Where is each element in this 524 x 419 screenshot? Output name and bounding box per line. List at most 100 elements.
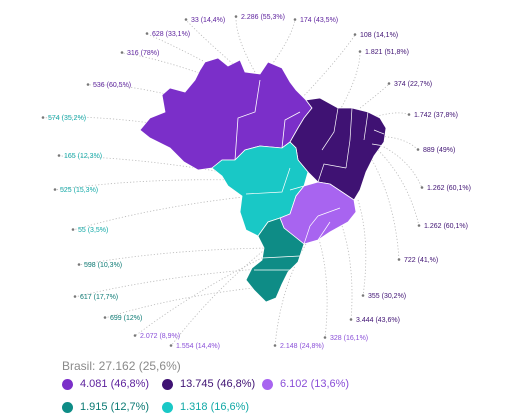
leader-line [185, 19, 241, 71]
leader-line [371, 159, 400, 261]
leader-line [299, 34, 356, 101]
leader-line [377, 143, 423, 189]
region-south [245, 217, 305, 303]
leader-line [357, 199, 367, 297]
leader-dot [133, 334, 137, 337]
leader-dot [41, 116, 45, 119]
state-label: 617 (17,7%) [80, 294, 118, 301]
legend-value: 13.745 (46,8%) [180, 378, 256, 390]
leader-dot [53, 188, 57, 191]
leader-dot [184, 18, 188, 21]
brasil-total: Brasil: 27.162 (25,6%) [62, 359, 181, 373]
state-label: 174 (43,5%) [300, 17, 338, 24]
state-label: 1.554 (14,4%) [176, 343, 220, 350]
legend-value: 1.915 (12,7%) [80, 401, 150, 413]
leader-line [354, 83, 390, 113]
state-label: 699 (12%) [110, 315, 142, 322]
legend-swatch [62, 401, 73, 413]
state-label: 33 (14,4%) [191, 17, 225, 24]
legend-value: 6.102 (13,6%) [280, 378, 350, 390]
leader-line [371, 135, 419, 151]
state-label: 722 (41,%) [404, 257, 438, 264]
leader-dot [120, 51, 124, 54]
leader-dot [349, 318, 353, 321]
leader-dot [145, 32, 149, 35]
legend-swatch [262, 378, 273, 390]
state-label: 598 (10,3%) [84, 262, 122, 269]
leader-dot [387, 82, 391, 85]
leader-dot [57, 154, 61, 157]
region-southeast-divide [303, 207, 341, 245]
brazil-map: 33 (14,4%) 2.286 (55,3%) 174 (43,5%) 628 (3… [41, 14, 471, 350]
state-label: 628 (33,1%) [152, 31, 190, 38]
state-label: 1.262 (60,1%) [427, 185, 471, 192]
leader-line [87, 84, 171, 96]
state-label: 2.072 (8,9%) [140, 333, 180, 340]
leader-dot [407, 113, 411, 116]
leader-dot [361, 294, 365, 297]
leader-dot [86, 83, 90, 86]
leader-line [235, 16, 256, 73]
leader-line [78, 247, 271, 266]
legend-value: 1.318 (16,6%) [180, 401, 250, 413]
legend-item: 13.745 (46,8%) [162, 378, 255, 390]
leader-line [377, 149, 420, 227]
region-north-divide [234, 79, 301, 161]
leader-dot [353, 33, 357, 36]
state-label: 574 (35,2%) [48, 115, 86, 122]
region-north [139, 57, 313, 171]
leader-line [339, 219, 353, 321]
legend-item: 6.102 (13,6%) [262, 378, 349, 390]
leader-line [339, 51, 361, 111]
leader-dot [234, 15, 238, 18]
leader-dot [293, 18, 297, 21]
state-labels: 33 (14,4%) 2.286 (55,3%) 174 (43,5%) 628 (3… [41, 14, 471, 350]
region-south-divide [254, 255, 301, 271]
leader-dot [323, 336, 327, 339]
legend-swatch [162, 401, 173, 413]
legend-value: 4.081 (46,8%) [80, 378, 150, 390]
region-centerwest-divide [245, 167, 305, 195]
leader-line [72, 194, 263, 231]
leader-dot [77, 263, 81, 266]
state-label: 536 (60,5%) [93, 82, 131, 89]
state-label: 3.444 (43,6%) [356, 317, 400, 324]
leader-dot [417, 224, 421, 227]
leader-line [121, 52, 206, 76]
leader-dot [169, 344, 173, 347]
leader-dot [73, 295, 77, 298]
state-label: 374 (22,7%) [394, 81, 432, 88]
leader-line [274, 243, 307, 347]
leader-dot [397, 258, 401, 261]
state-label: 1.262 (60,1%) [424, 223, 468, 230]
leader-line [104, 285, 273, 319]
legend-swatch [62, 378, 73, 390]
leader-dot [273, 344, 277, 347]
leader-line [317, 235, 328, 339]
state-label: 2.286 (55,3%) [241, 14, 285, 21]
leader-dot [416, 148, 420, 151]
leader-dot [358, 50, 362, 53]
state-label: 2.148 (24,8%) [280, 343, 324, 350]
legend-item: 4.081 (46,8%) [62, 378, 149, 390]
state-label: 316 (78%) [127, 50, 159, 57]
leader-dot [71, 228, 75, 231]
state-label: 328 (16,1%) [330, 335, 368, 342]
legend-swatch [162, 378, 173, 390]
state-label: 55 (3,5%) [78, 227, 108, 234]
state-label: 108 (14,1%) [360, 32, 398, 39]
leader-line [267, 19, 296, 71]
state-label: 525 (15,3%) [60, 187, 98, 194]
region-northeast-divide [317, 107, 385, 183]
state-label: 1.821 (51,8%) [365, 49, 409, 56]
state-label: 1.742 (37,8%) [414, 112, 458, 119]
leader-line [74, 267, 273, 298]
state-label: 889 (49%) [423, 147, 455, 154]
leader-dot [103, 316, 107, 319]
state-label: 165 (12,3%) [64, 153, 102, 160]
legend-item: 1.318 (16,6%) [162, 401, 249, 413]
leader-dot [420, 186, 424, 189]
state-label: 355 (30,2%) [368, 293, 406, 300]
legend-item: 1.915 (12,7%) [62, 401, 149, 413]
leader-line [58, 155, 223, 173]
